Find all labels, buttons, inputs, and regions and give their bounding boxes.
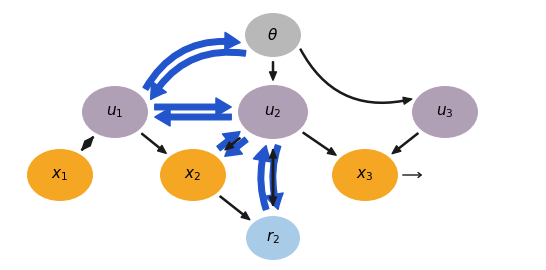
FancyArrowPatch shape	[151, 49, 246, 100]
FancyArrowPatch shape	[217, 131, 240, 151]
Text: $x_2$: $x_2$	[185, 167, 201, 183]
FancyArrowPatch shape	[155, 108, 231, 126]
FancyArrowPatch shape	[82, 137, 93, 150]
FancyArrowPatch shape	[303, 132, 336, 155]
FancyArrowPatch shape	[141, 133, 166, 153]
Text: $u_3$: $u_3$	[436, 104, 454, 120]
Ellipse shape	[245, 13, 301, 57]
Ellipse shape	[82, 86, 148, 138]
FancyArrowPatch shape	[270, 150, 276, 205]
FancyArrowPatch shape	[270, 150, 276, 205]
Text: $r_2$: $r_2$	[266, 230, 280, 246]
FancyArrowPatch shape	[253, 146, 271, 210]
Text: $u_1$: $u_1$	[106, 104, 124, 120]
FancyArrowPatch shape	[392, 133, 418, 154]
Ellipse shape	[27, 149, 93, 201]
Text: $x_3$: $x_3$	[357, 167, 373, 183]
FancyArrowPatch shape	[155, 98, 231, 116]
FancyArrowPatch shape	[225, 137, 248, 156]
FancyArrowPatch shape	[220, 196, 250, 220]
FancyArrowPatch shape	[81, 137, 93, 150]
FancyArrowPatch shape	[270, 62, 276, 80]
FancyArrowPatch shape	[300, 49, 412, 104]
FancyArrowPatch shape	[265, 145, 283, 209]
Text: $x_1$: $x_1$	[51, 167, 69, 183]
FancyArrowPatch shape	[143, 32, 240, 90]
Ellipse shape	[412, 86, 478, 138]
Ellipse shape	[246, 216, 300, 260]
Ellipse shape	[332, 149, 398, 201]
FancyArrowPatch shape	[225, 138, 240, 150]
Text: $u_2$: $u_2$	[264, 104, 282, 120]
Ellipse shape	[238, 85, 308, 139]
Text: $\theta$: $\theta$	[268, 27, 278, 43]
Ellipse shape	[160, 149, 226, 201]
